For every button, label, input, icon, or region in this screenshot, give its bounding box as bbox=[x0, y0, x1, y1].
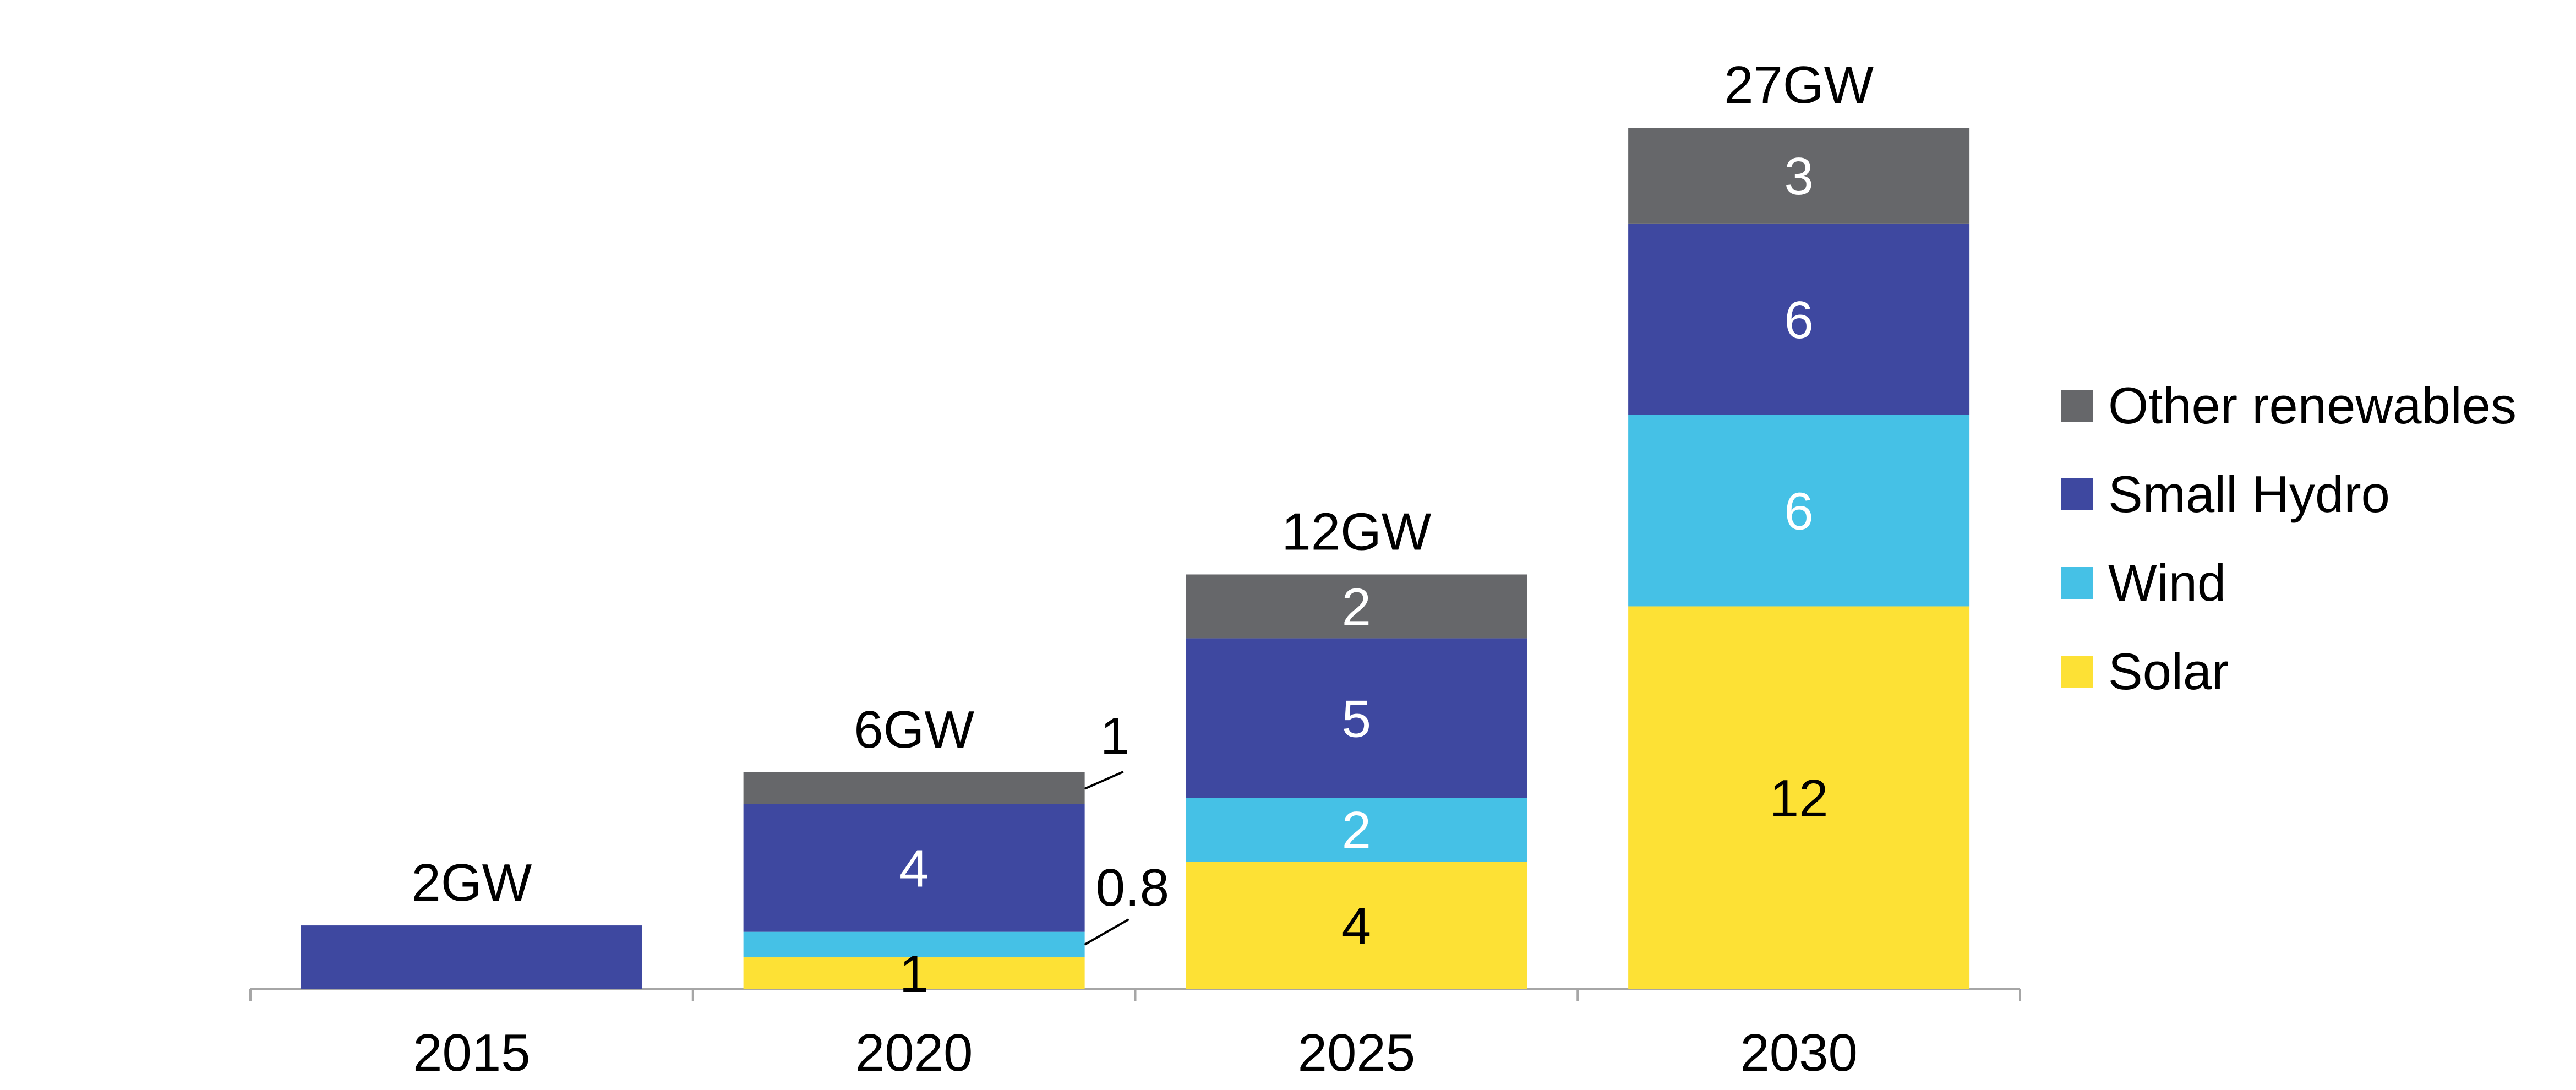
bar-segment-wind-2020 bbox=[743, 931, 1085, 958]
data-label-small-hydro-2030: 6 bbox=[1784, 291, 1813, 350]
total-label-2020: 6GW bbox=[854, 700, 974, 759]
bar-segment-small-hydro-2015 bbox=[301, 925, 642, 989]
bar-segment-other-renewables-2020 bbox=[743, 772, 1085, 804]
legend-label-small-hydro: Small Hydro bbox=[2108, 465, 2390, 523]
total-label-2015: 2GW bbox=[412, 853, 532, 912]
leader-line-wind-2020 bbox=[1084, 918, 1129, 946]
leader-line-other-2020 bbox=[1084, 771, 1124, 790]
data-label-wind-2020: 0.8 bbox=[1096, 858, 1169, 917]
total-label-2025: 12GW bbox=[1281, 502, 1431, 561]
legend-item-solar: Solar bbox=[2061, 642, 2229, 700]
bar-segment-wind-2030 bbox=[1628, 415, 1970, 607]
bar-segment-other-renewables-2025 bbox=[1186, 574, 1527, 639]
total-label-2030: 27GW bbox=[1724, 56, 1874, 115]
data-label-other-renewables-2025: 2 bbox=[1342, 577, 1371, 636]
legend-label-wind: Wind bbox=[2108, 554, 2226, 612]
bar-segment-solar-2030 bbox=[1628, 606, 1970, 989]
legend-item-other-renewables: Other renewables bbox=[2061, 377, 2517, 434]
bar-segment-small-hydro-2030 bbox=[1628, 223, 1970, 415]
legend-swatch-wind bbox=[2061, 567, 2093, 599]
legend-label-solar: Solar bbox=[2108, 642, 2229, 700]
data-label-small-hydro-2025: 5 bbox=[1342, 689, 1371, 748]
data-label-solar-2030: 12 bbox=[1770, 769, 1829, 828]
legend-swatch-solar bbox=[2061, 656, 2093, 688]
bar-segment-solar-2025 bbox=[1186, 862, 1527, 989]
x-tick-label-2015: 2015 bbox=[413, 1023, 531, 1082]
x-tick-label-2030: 2030 bbox=[1740, 1023, 1858, 1082]
bar-segment-wind-2025 bbox=[1186, 798, 1527, 862]
x-tick-label-2025: 2025 bbox=[1298, 1023, 1416, 1082]
data-label-wind-2025: 2 bbox=[1342, 801, 1371, 860]
legend-swatch-other-renewables bbox=[2061, 390, 2093, 422]
data-label-small-hydro-2020: 4 bbox=[899, 840, 929, 898]
data-label-wind-2030: 6 bbox=[1784, 482, 1813, 541]
legend-item-small-hydro: Small Hydro bbox=[2061, 465, 2390, 523]
legend-swatch-small-hydro bbox=[2061, 478, 2093, 510]
bar-segment-other-renewables-2030 bbox=[1628, 128, 1970, 224]
legend-item-wind: Wind bbox=[2061, 554, 2226, 612]
data-label-solar-2025: 4 bbox=[1342, 897, 1371, 956]
bar-segment-solar-2020 bbox=[743, 957, 1085, 989]
bar-segment-small-hydro-2025 bbox=[1186, 638, 1527, 798]
legend-label-other-renewables: Other renewables bbox=[2108, 377, 2517, 434]
bar-segment-small-hydro-2020 bbox=[743, 804, 1085, 932]
data-label-other-renewables-2030: 3 bbox=[1784, 147, 1813, 206]
data-label-solar-2020: 1 bbox=[899, 945, 929, 1004]
x-tick-label-2020: 2020 bbox=[855, 1023, 973, 1082]
data-label-other-renewables-2020: 1 bbox=[1100, 707, 1129, 766]
